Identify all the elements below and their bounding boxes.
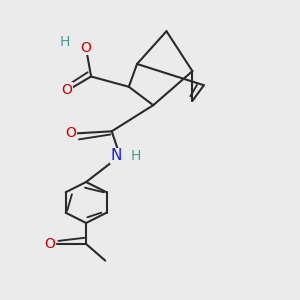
Text: O: O xyxy=(80,40,91,55)
Text: O: O xyxy=(61,83,72,97)
Text: H: H xyxy=(60,35,70,50)
Text: O: O xyxy=(45,237,56,251)
Text: N: N xyxy=(110,148,122,164)
Text: H: H xyxy=(131,149,141,163)
Text: O: O xyxy=(65,126,76,140)
